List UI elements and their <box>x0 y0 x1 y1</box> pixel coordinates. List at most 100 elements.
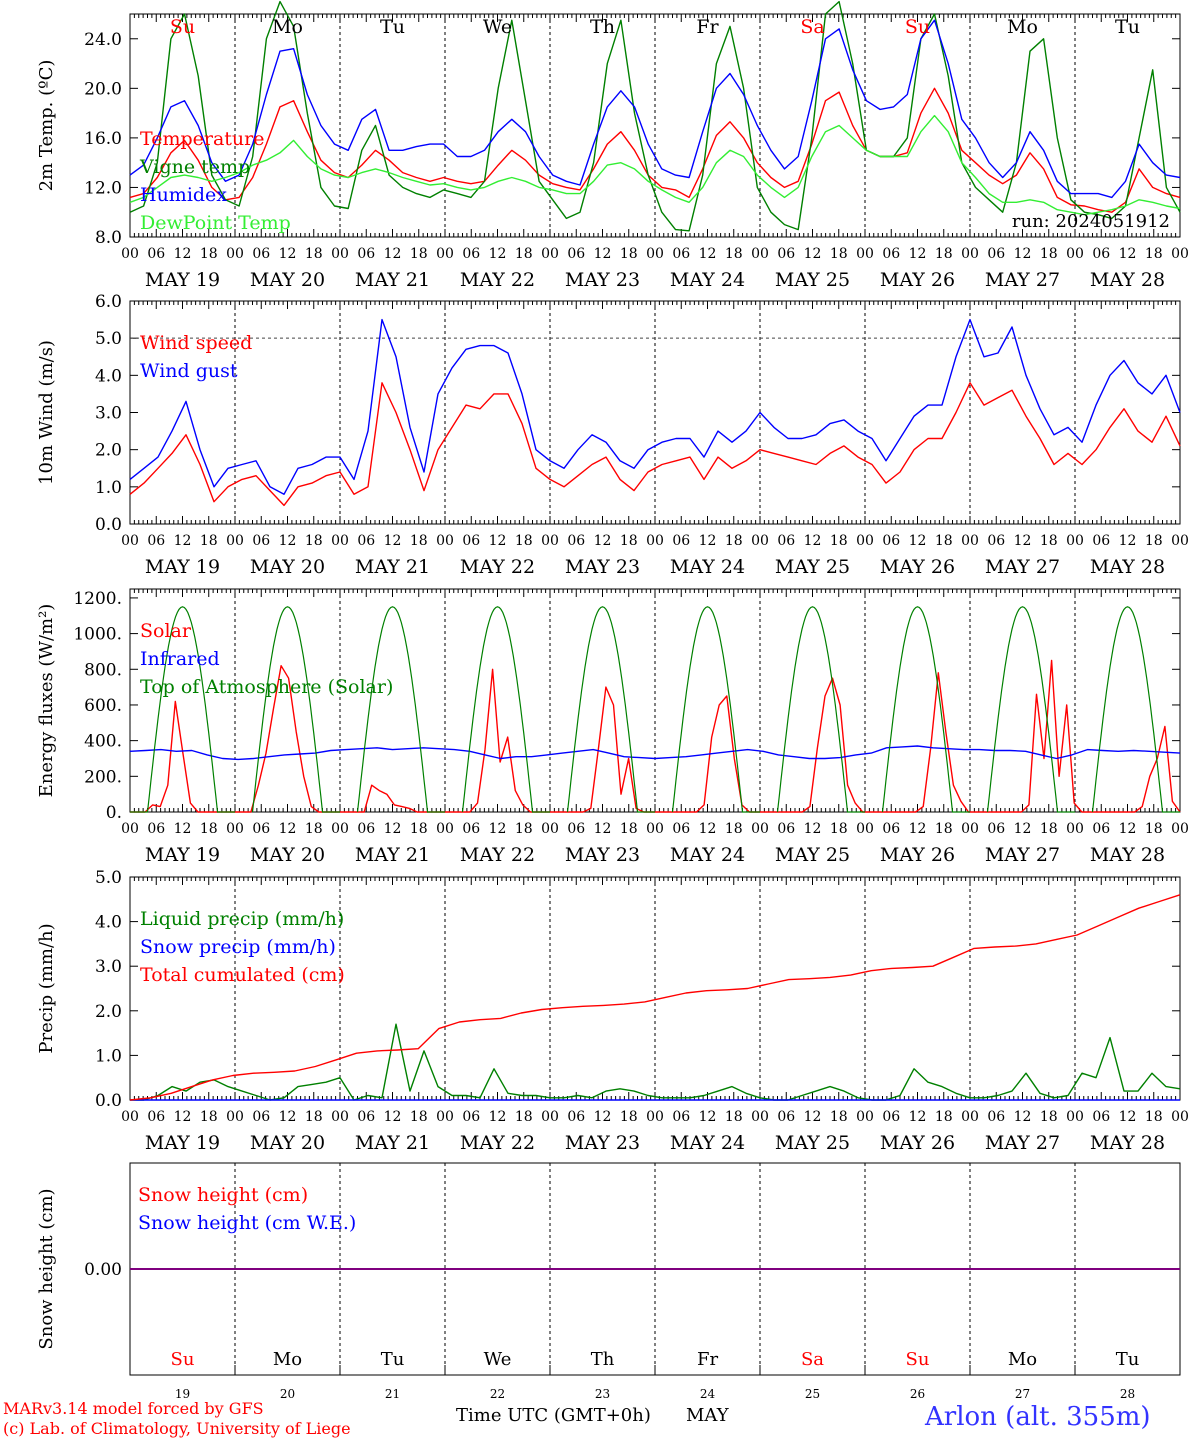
hour-tick-label: 12 <box>1014 246 1032 262</box>
y-tick-label: 1000. <box>73 625 122 645</box>
day-number: 25 <box>805 1387 820 1400</box>
hour-tick-label: 12 <box>1119 533 1137 549</box>
legend-entry: Humidex <box>140 184 227 206</box>
hour-tick-label: 12 <box>1014 1109 1032 1125</box>
date-label: MAY 27 <box>985 269 1060 291</box>
series-line <box>129 382 1181 507</box>
hour-tick-label: 00 <box>856 533 874 549</box>
hour-tick-label: 00 <box>751 821 769 837</box>
hour-tick-label: 00 <box>751 246 769 262</box>
day-name: Tu <box>380 16 405 38</box>
hour-tick-label: 12 <box>279 1109 297 1125</box>
day-number: 21 <box>385 1387 400 1400</box>
y-tick-label: 24.0 <box>84 30 122 50</box>
model-credit-line1: MARv3.14 model forced by GFS <box>3 1399 264 1418</box>
hour-tick-label: 06 <box>147 246 165 262</box>
y-tick-label: 600. <box>84 696 122 716</box>
hour-tick-label: 06 <box>252 246 270 262</box>
hour-tick-label: 12 <box>489 821 507 837</box>
day-number: 27 <box>1015 1387 1030 1400</box>
plot-frame <box>129 588 1181 813</box>
y-tick-label: 5.0 <box>95 868 122 888</box>
hour-tick-label: 00 <box>541 821 559 837</box>
hour-tick-label: 06 <box>672 533 690 549</box>
hour-tick-label: 00 <box>331 246 349 262</box>
hour-tick-label: 06 <box>672 821 690 837</box>
station-label: Arlon (alt. 355m) <box>925 1402 1151 1432</box>
hour-tick-label: 18 <box>725 246 743 262</box>
y-tick-label: 3.0 <box>95 404 122 424</box>
day-name: Su <box>905 16 930 38</box>
hour-tick-label: 12 <box>804 1109 822 1125</box>
hour-tick-label: 06 <box>777 821 795 837</box>
hour-tick-label: 00 <box>961 1109 979 1125</box>
hour-tick-label: 12 <box>489 1109 507 1125</box>
hour-tick-label: 06 <box>1092 533 1110 549</box>
y-tick-label: 4.0 <box>95 913 122 933</box>
hour-tick-label: 00 <box>226 1109 244 1125</box>
hour-tick-label: 00 <box>1171 821 1189 837</box>
day-name: Mo <box>273 1349 302 1370</box>
y-axis-label: Snow height (cm) <box>36 1188 57 1349</box>
hour-tick-label: 12 <box>279 821 297 837</box>
hour-tick-label: 06 <box>567 246 585 262</box>
date-label: MAY 19 <box>145 844 220 866</box>
y-tick-label: 5.0 <box>95 329 122 349</box>
legend-entry: Snow height (cm) <box>138 1184 308 1206</box>
hour-tick-label: 06 <box>462 533 480 549</box>
y-tick-label: 0.0 <box>95 515 122 535</box>
hour-tick-label: 06 <box>357 1109 375 1125</box>
hour-tick-label: 18 <box>1145 246 1163 262</box>
hour-tick-label: 00 <box>646 246 664 262</box>
hour-tick-label: 12 <box>1119 821 1137 837</box>
date-label: MAY 23 <box>565 1132 640 1154</box>
hour-tick-label: 00 <box>751 533 769 549</box>
hour-tick-label: 12 <box>699 246 717 262</box>
date-label: MAY 28 <box>1090 844 1165 866</box>
series-line <box>129 19 1181 199</box>
hour-tick-label: 18 <box>1145 533 1163 549</box>
hour-tick-label: 06 <box>777 1109 795 1125</box>
hour-tick-label: 12 <box>594 246 612 262</box>
day-name: Fr <box>697 1349 718 1370</box>
hour-tick-label: 06 <box>777 533 795 549</box>
hour-tick-label: 12 <box>909 1109 927 1125</box>
date-label: MAY 24 <box>670 844 745 866</box>
hour-tick-label: 00 <box>331 1109 349 1125</box>
hour-tick-label: 00 <box>121 533 139 549</box>
date-label: MAY 19 <box>145 269 220 291</box>
hour-tick-label: 06 <box>462 1109 480 1125</box>
hour-tick-label: 00 <box>436 821 454 837</box>
hour-tick-label: 18 <box>410 533 428 549</box>
hour-tick-label: 06 <box>567 1109 585 1125</box>
hour-tick-label: 12 <box>909 821 927 837</box>
date-label: MAY 27 <box>985 1132 1060 1154</box>
day-name: Tu <box>381 1349 405 1370</box>
hour-tick-label: 00 <box>1171 533 1189 549</box>
hour-tick-label: 06 <box>357 246 375 262</box>
day-number: 23 <box>595 1387 610 1400</box>
meteogram: 8.0 12.0 16.0 20.0 24.0 2m Temp. (ºC) Temperat… <box>36 0 1189 1401</box>
day-name: Mo <box>1008 1349 1037 1370</box>
month-label: MAY <box>686 1405 729 1426</box>
day-name: Su <box>171 1349 195 1370</box>
hour-tick-label: 06 <box>462 821 480 837</box>
date-label: MAY 27 <box>985 556 1060 578</box>
hour-tick-label: 00 <box>961 821 979 837</box>
hour-tick-label: 12 <box>384 1109 402 1125</box>
hour-tick-label: 06 <box>1092 1109 1110 1125</box>
day-number: 26 <box>910 1387 925 1400</box>
hour-tick-label: 06 <box>882 1109 900 1125</box>
hour-tick-label: 18 <box>935 1109 953 1125</box>
hour-tick-label: 18 <box>1145 1109 1163 1125</box>
hour-tick-label: 12 <box>594 1109 612 1125</box>
date-label: MAY 24 <box>670 1132 745 1154</box>
y-tick-label: 0.0 <box>95 1091 122 1111</box>
y-tick-label: 2.0 <box>95 441 122 461</box>
hour-tick-label: 06 <box>1092 246 1110 262</box>
hour-tick-label: 00 <box>331 533 349 549</box>
hour-tick-label: 18 <box>830 246 848 262</box>
series-line <box>129 0 1181 232</box>
series-line <box>129 318 1181 495</box>
hour-tick-label: 18 <box>305 533 323 549</box>
